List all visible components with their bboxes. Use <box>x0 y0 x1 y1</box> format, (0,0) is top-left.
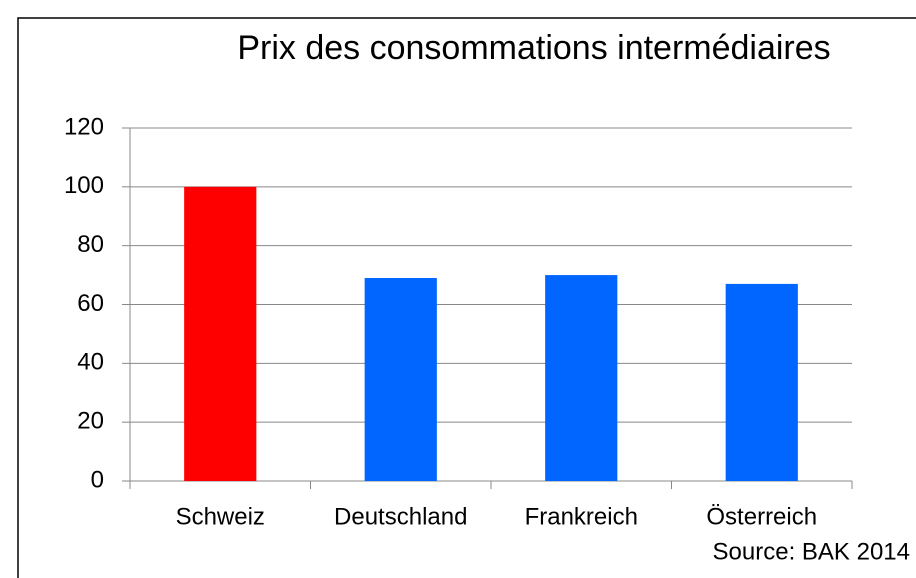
x-tick-label: Deutschland <box>334 503 467 530</box>
y-tick-label: 0 <box>91 466 104 493</box>
y-tick-label: 20 <box>77 408 104 435</box>
bar <box>364 278 437 481</box>
bar <box>545 275 618 481</box>
y-tick-label: 40 <box>77 349 104 376</box>
y-tick-label: 120 <box>64 113 104 140</box>
x-tick-label: Frankreich <box>525 503 638 530</box>
chart-title: Prix des consommations intermédiaires <box>237 29 830 67</box>
bar <box>184 186 257 482</box>
y-tick-label: 100 <box>64 172 104 199</box>
source-note: Source: BAK 2014 <box>713 538 910 565</box>
x-tick-label: Österreich <box>706 503 817 530</box>
x-tick-label: Schweiz <box>176 503 265 530</box>
y-tick-label: 80 <box>77 231 104 258</box>
y-tick-label: 60 <box>77 290 104 317</box>
bar <box>725 283 798 481</box>
